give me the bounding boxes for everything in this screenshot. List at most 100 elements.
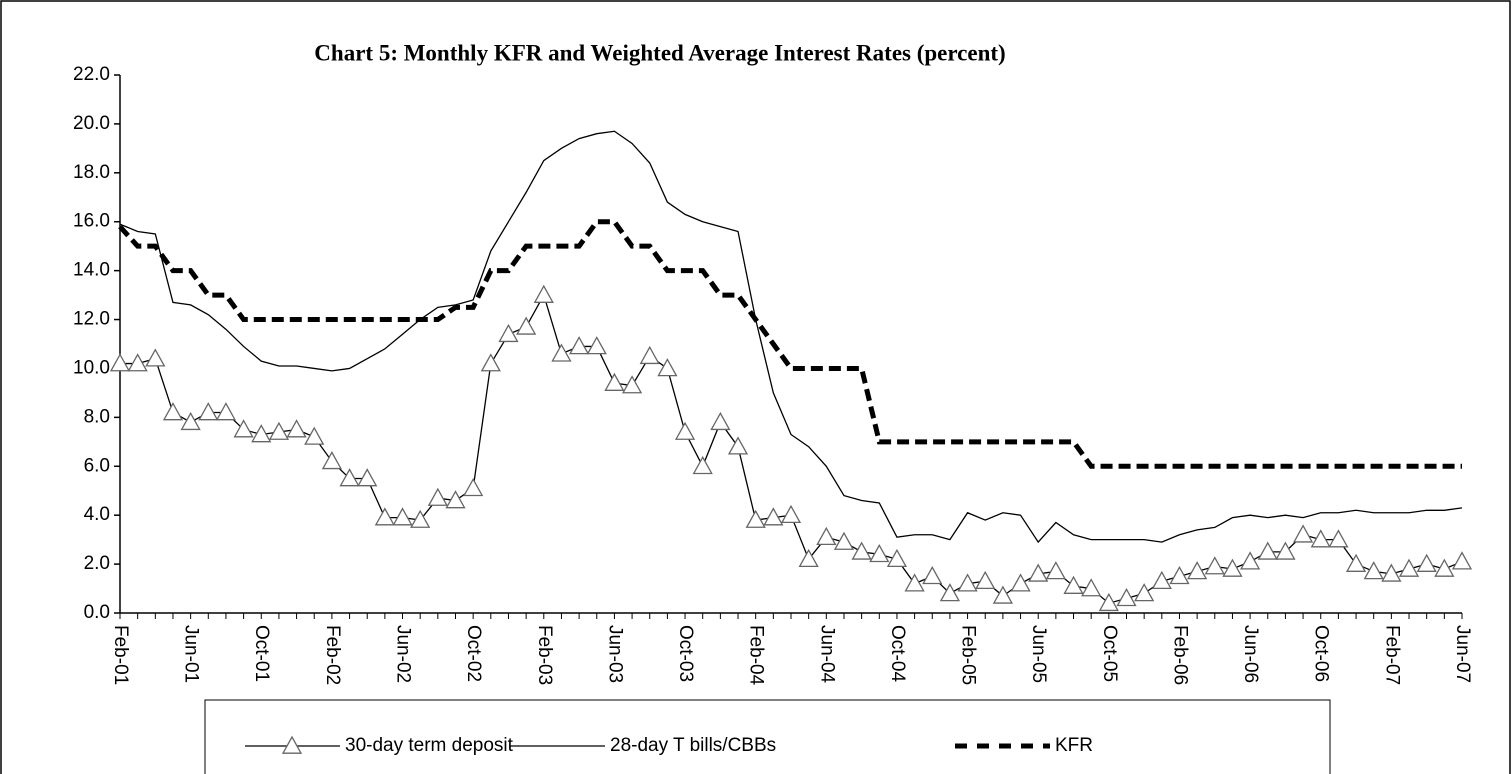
data-point (215, 402, 237, 421)
data-point (710, 411, 731, 431)
data-point (1204, 556, 1225, 575)
data-point (1151, 570, 1172, 590)
x-tick-label: Oct-06 (1311, 625, 1332, 682)
chart-title: Chart 5: Monthly KFR and Weighted Averag… (314, 40, 1005, 65)
data-point (657, 358, 678, 377)
data-point (374, 507, 395, 526)
data-point (198, 402, 219, 421)
x-tick-label: Oct-02 (463, 625, 484, 682)
data-point (851, 541, 872, 560)
data-point (410, 509, 431, 528)
data-point (109, 353, 131, 372)
data-point (1292, 524, 1314, 543)
data-point (445, 490, 466, 509)
data-point (1345, 553, 1367, 572)
data-point (268, 421, 290, 440)
data-point (639, 345, 660, 365)
y-tick-label: 12.0 (73, 309, 110, 330)
y-tick-label: 16.0 (73, 211, 110, 232)
data-point (1275, 541, 1296, 560)
x-tick-label: Feb-05 (958, 625, 979, 685)
data-point (533, 284, 554, 303)
data-point (1116, 587, 1137, 607)
data-point (162, 402, 184, 421)
data-point (816, 526, 837, 546)
x-tick-label: Jun-07 (1452, 625, 1473, 683)
data-point (1081, 578, 1102, 597)
data-point (869, 543, 890, 563)
data-point (1381, 563, 1402, 582)
data-point (392, 507, 413, 526)
data-point (922, 565, 943, 585)
legend-marker (281, 735, 303, 754)
data-point (569, 336, 590, 355)
x-tick-label: Jun-06 (1240, 625, 1261, 683)
data-point (975, 570, 996, 590)
data-point (480, 353, 501, 372)
data-point (516, 316, 537, 335)
data-point (586, 336, 607, 355)
data-point (692, 455, 713, 475)
data-point (1187, 561, 1208, 580)
data-point (992, 585, 1013, 604)
data-point (286, 419, 307, 438)
data-point (1416, 553, 1437, 572)
data-point (833, 531, 855, 550)
x-tick-label: Feb-04 (746, 625, 767, 686)
series-line (118, 219, 1462, 469)
x-tick-label: Feb-01 (110, 625, 131, 685)
data-point (780, 504, 802, 524)
data-point (498, 323, 519, 343)
x-tick-label: Oct-03 (675, 625, 696, 682)
data-point (427, 487, 448, 506)
x-tick-label: Feb-02 (322, 625, 343, 685)
data-point (1257, 541, 1278, 560)
y-tick-label: 6.0 (84, 455, 110, 476)
legend-label: 30-day term deposit (345, 735, 514, 756)
data-point (463, 477, 484, 497)
data-point (1045, 561, 1066, 580)
data-point (127, 353, 148, 372)
x-tick-label: Feb-07 (1381, 625, 1402, 685)
x-tick-label: Oct-04 (887, 625, 908, 682)
data-point (621, 375, 643, 394)
data-point (674, 421, 696, 440)
y-tick-label: 8.0 (84, 406, 110, 427)
y-tick-label: 2.0 (84, 553, 110, 574)
data-point (745, 509, 766, 528)
data-point (357, 468, 378, 487)
legend-label: KFR (1055, 735, 1093, 756)
x-tick-label: Feb-06 (1169, 625, 1190, 685)
data-point (1240, 551, 1261, 570)
x-tick-label: Oct-05 (1099, 625, 1120, 682)
data-point (1134, 583, 1155, 602)
y-tick-label: 22.0 (73, 64, 110, 85)
legend-box (204, 699, 1331, 774)
data-point (1363, 561, 1384, 580)
data-point (304, 426, 325, 445)
data-point (798, 548, 819, 568)
series-line (119, 130, 1463, 544)
y-tick-label: 20.0 (73, 113, 110, 134)
x-tick-label: Jun-03 (604, 625, 625, 683)
y-tick-label: 0.0 (84, 602, 110, 623)
x-tick-label: Jun-05 (1028, 625, 1049, 683)
data-point (233, 419, 254, 438)
data-point (321, 451, 342, 470)
y-tick-label: 18.0 (73, 162, 110, 183)
data-point (1063, 575, 1084, 594)
data-point (1398, 558, 1420, 577)
data-point (763, 507, 784, 526)
x-tick-label: Feb-03 (534, 625, 555, 685)
data-point (1028, 563, 1049, 582)
data-point (904, 573, 925, 592)
x-tick-label: Jun-01 (181, 625, 202, 683)
data-point (1010, 573, 1031, 592)
x-tick-label: Oct-01 (251, 625, 272, 682)
data-point (1098, 592, 1119, 612)
y-tick-label: 4.0 (84, 504, 110, 525)
x-tick-label: Jun-04 (816, 625, 837, 684)
data-point (886, 548, 908, 568)
